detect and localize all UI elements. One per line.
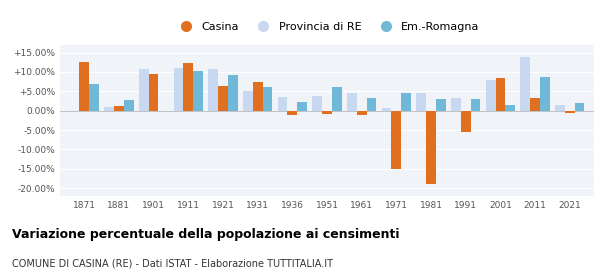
Bar bbox=[332, 87, 341, 111]
Bar bbox=[382, 108, 391, 111]
Bar bbox=[124, 100, 134, 111]
Bar bbox=[401, 93, 411, 111]
Bar bbox=[367, 98, 376, 111]
Bar bbox=[347, 93, 357, 111]
Text: Variazione percentuale della popolazione ai censimenti: Variazione percentuale della popolazione… bbox=[12, 228, 400, 241]
Bar bbox=[253, 82, 263, 111]
Bar bbox=[461, 111, 470, 132]
Bar bbox=[287, 111, 297, 115]
Bar bbox=[470, 99, 480, 111]
Bar bbox=[391, 111, 401, 169]
Bar bbox=[426, 111, 436, 184]
Bar bbox=[297, 102, 307, 111]
Bar bbox=[322, 111, 332, 114]
Bar bbox=[505, 104, 515, 111]
Bar bbox=[520, 57, 530, 111]
Bar bbox=[193, 71, 203, 111]
Bar bbox=[218, 85, 228, 111]
Bar bbox=[184, 63, 193, 111]
Bar bbox=[313, 96, 322, 111]
Bar bbox=[565, 111, 575, 113]
Legend: Casina, Provincia di RE, Em.-Romagna: Casina, Provincia di RE, Em.-Romagna bbox=[170, 17, 484, 36]
Bar bbox=[575, 103, 584, 111]
Bar bbox=[228, 75, 238, 111]
Bar bbox=[436, 99, 446, 111]
Bar bbox=[357, 111, 367, 115]
Bar bbox=[530, 98, 540, 111]
Bar bbox=[139, 69, 149, 111]
Bar bbox=[263, 87, 272, 111]
Bar bbox=[416, 93, 426, 111]
Bar bbox=[451, 98, 461, 111]
Bar bbox=[486, 80, 496, 111]
Bar bbox=[496, 78, 505, 111]
Text: COMUNE DI CASINA (RE) - Dati ISTAT - Elaborazione TUTTITALIA.IT: COMUNE DI CASINA (RE) - Dati ISTAT - Ela… bbox=[12, 258, 333, 268]
Bar bbox=[278, 97, 287, 111]
Bar bbox=[114, 106, 124, 111]
Bar bbox=[79, 62, 89, 111]
Bar bbox=[89, 83, 99, 111]
Bar bbox=[174, 68, 184, 111]
Bar bbox=[104, 107, 114, 111]
Bar bbox=[149, 74, 158, 111]
Bar bbox=[540, 77, 550, 111]
Bar bbox=[555, 105, 565, 111]
Bar bbox=[208, 69, 218, 111]
Bar bbox=[243, 90, 253, 111]
